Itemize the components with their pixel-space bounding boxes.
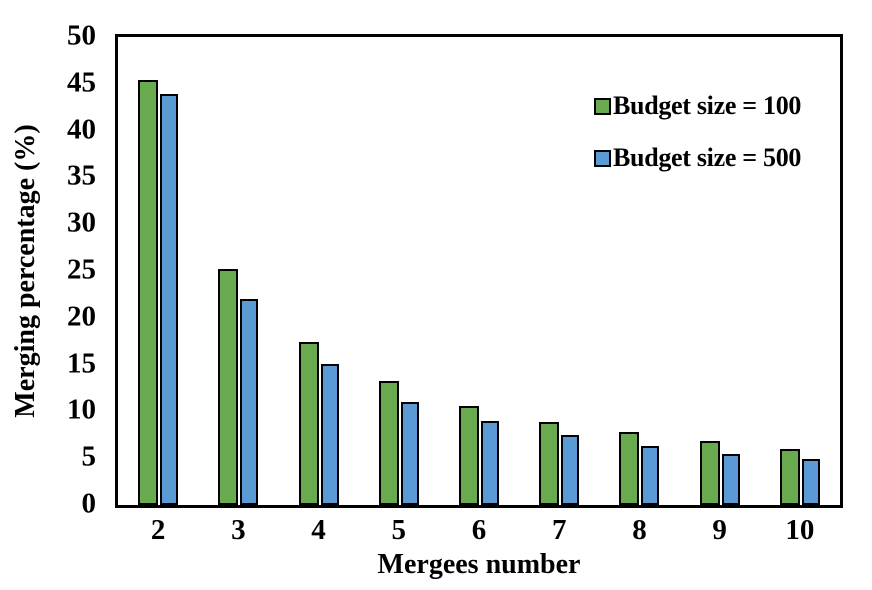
x-tick-label: 3 [231,514,246,546]
x-tick-label: 9 [712,514,727,546]
x-tick-label: 2 [150,514,166,546]
bar-budget-500-x9 [721,453,740,505]
x-tick-label: 10 [785,514,815,546]
bar-budget-500-x5 [400,402,419,505]
y-tick-label: 5 [81,440,97,473]
bar-budget-500-x7 [561,434,580,505]
bar-budget-100-x6 [459,405,479,505]
y-tick-label: 25 [67,253,96,286]
x-tick-label: 4 [311,514,326,546]
legend-label: Budget size = 500 [613,143,802,172]
bar-budget-100-x9 [699,441,720,505]
y-tick-label: 30 [67,206,96,239]
bar-budget-100-x8 [619,432,640,505]
bar-budget-500-x4 [320,363,339,505]
legend-item: Budget size = 500 [594,145,801,171]
bar-budget-100-x4 [298,342,319,505]
bar-budget-100-x7 [539,421,560,505]
x-tick-label: 8 [632,514,647,546]
legend-swatch-icon [594,149,611,167]
bar-budget-500-x8 [641,446,660,505]
x-tick-label: 5 [391,514,407,546]
bar-budget-500-x2 [160,94,179,505]
bar-budget-500-x6 [481,420,499,505]
bar-budget-100-x5 [378,381,399,505]
bar-budget-500-x3 [240,299,259,505]
legend: Budget size = 100 Budget size = 500 [594,93,801,171]
x-tick-label: 6 [471,514,487,546]
bar-budget-500-x10 [801,459,820,505]
plot-area [115,34,843,508]
y-tick-label: 15 [67,346,96,379]
y-tick-label: 10 [67,393,96,426]
y-tick-label: 20 [67,300,96,333]
legend-item: Budget size = 100 [594,93,801,119]
y-tick-label: 45 [67,66,96,99]
legend-label: Budget size = 100 [613,91,802,120]
bar-budget-100-x2 [138,80,159,505]
bar-budget-100-x10 [779,448,800,505]
x-axis-title: Mergees number [377,549,581,580]
y-tick-label: 50 [67,19,96,52]
bar-budget-100-x3 [218,269,239,505]
x-tick-label: 7 [551,514,567,546]
legend-swatch-icon [594,97,611,115]
y-tick-label: 35 [67,159,96,192]
y-tick-label: 40 [67,112,96,145]
y-tick-label: 0 [81,487,97,520]
